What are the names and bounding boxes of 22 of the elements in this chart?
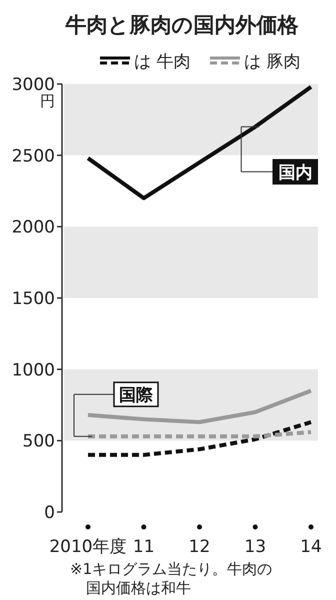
line-series	[86, 388, 313, 424]
x-tick-label: 14	[300, 537, 322, 557]
x-tick-label: 12	[188, 537, 210, 557]
chart-title: 牛肉と豚肉の国内外価格	[64, 13, 300, 37]
text: ※1キログラム当たり。牛肉の国内価格は和牛	[70, 560, 272, 597]
legend-label: は 牛肉	[134, 52, 190, 72]
y-tick-label: 2000	[12, 218, 55, 238]
y-tick-label: 1500	[12, 288, 55, 309]
x-tick-label: 13	[244, 537, 266, 557]
y-tick-label: 1000	[12, 360, 55, 380]
y-tick-label: 2500	[12, 146, 55, 166]
y-tick-label: 500	[22, 432, 55, 452]
x-tick-label: 11	[132, 537, 155, 557]
y-axis-title: 円	[40, 92, 55, 110]
annotation: 国際	[119, 385, 154, 406]
x-tick-label: 2010年度	[49, 537, 127, 557]
annotation: 国内	[278, 162, 312, 183]
line-series	[86, 84, 313, 200]
legend-label: は 豚肉	[244, 52, 300, 72]
y-tick-label: 3000	[12, 74, 55, 95]
y-tick-label: 0	[44, 502, 55, 523]
line-series	[86, 420, 313, 457]
